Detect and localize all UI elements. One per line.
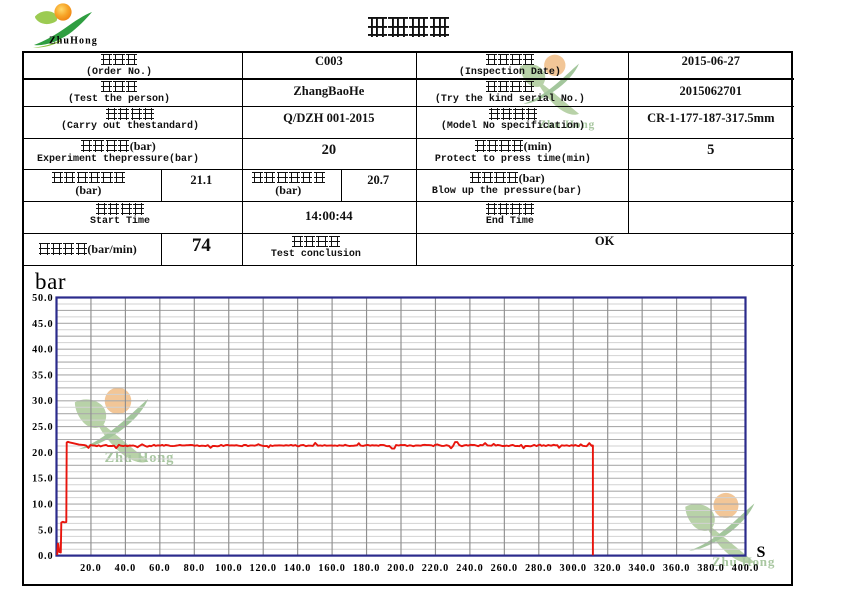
svg-text:140.0: 140.0	[284, 563, 311, 574]
svg-text:40.0: 40.0	[32, 345, 53, 356]
svg-text:220.0: 220.0	[422, 563, 449, 574]
svg-text:340.0: 340.0	[628, 563, 655, 574]
svg-text:360.0: 360.0	[663, 563, 690, 574]
svg-text:80.0: 80.0	[184, 563, 205, 574]
svg-text:15.0: 15.0	[32, 474, 53, 485]
svg-text:35.0: 35.0	[32, 370, 53, 381]
svg-text:5.0: 5.0	[38, 525, 53, 536]
svg-text:S: S	[757, 544, 766, 561]
svg-text:Zhu Hong: Zhu Hong	[539, 119, 596, 131]
svg-text:20.0: 20.0	[32, 448, 53, 459]
svg-text:240.0: 240.0	[456, 563, 483, 574]
svg-text:380.0: 380.0	[697, 563, 724, 574]
svg-text:bar: bar	[35, 269, 66, 294]
svg-text:45.0: 45.0	[32, 319, 53, 330]
svg-text:200.0: 200.0	[387, 563, 414, 574]
svg-text:180.0: 180.0	[353, 563, 380, 574]
svg-text:20.0: 20.0	[80, 563, 101, 574]
svg-text:0.0: 0.0	[38, 551, 53, 562]
svg-text:ZhuHong: ZhuHong	[49, 36, 98, 47]
svg-text:50.0: 50.0	[32, 293, 53, 304]
svg-text:60.0: 60.0	[149, 563, 170, 574]
svg-text:25.0: 25.0	[32, 422, 53, 433]
svg-text:10.0: 10.0	[32, 500, 53, 511]
svg-text:260.0: 260.0	[491, 563, 518, 574]
svg-text:320.0: 320.0	[594, 563, 621, 574]
svg-text:400.0: 400.0	[732, 563, 759, 574]
svg-text:280.0: 280.0	[525, 563, 552, 574]
svg-text:Zhu Hong: Zhu Hong	[712, 554, 775, 569]
svg-text:120.0: 120.0	[249, 563, 276, 574]
svg-text:Zhu Hong: Zhu Hong	[105, 450, 175, 466]
svg-text:300.0: 300.0	[559, 563, 586, 574]
svg-text:100.0: 100.0	[215, 563, 242, 574]
svg-text:40.0: 40.0	[115, 563, 136, 574]
svg-text:30.0: 30.0	[32, 396, 53, 407]
svg-text:160.0: 160.0	[318, 563, 345, 574]
